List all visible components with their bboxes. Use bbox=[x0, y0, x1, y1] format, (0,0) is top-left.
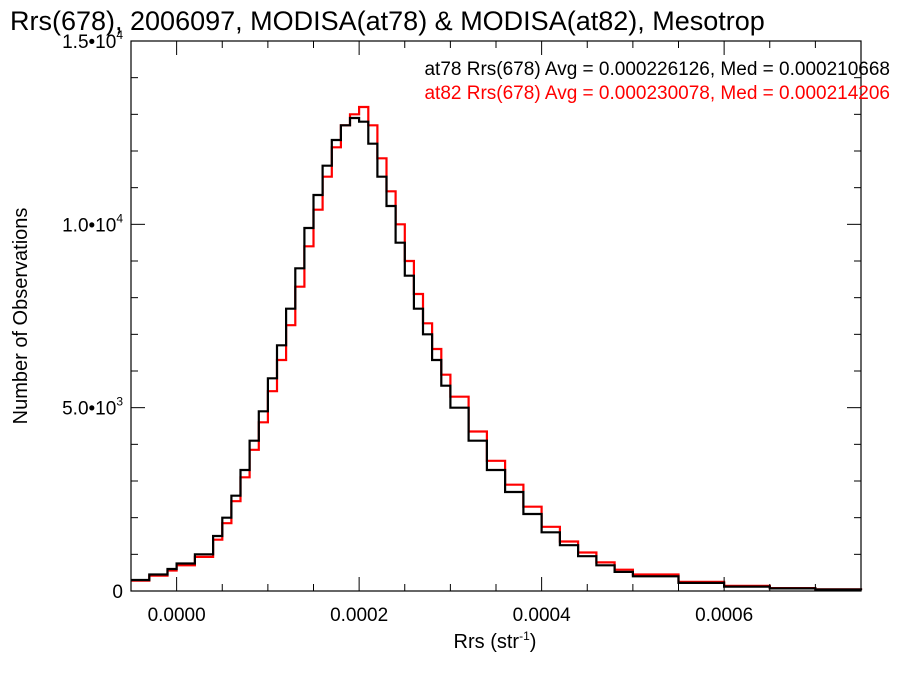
x-tick-label: 0.0002 bbox=[330, 605, 388, 626]
x-axis-label-close: ) bbox=[530, 631, 537, 653]
y-tick-label: 1.0•104 bbox=[62, 211, 123, 236]
x-axis-label-superscript: -1 bbox=[519, 629, 530, 643]
x-tick-label: 0.0006 bbox=[695, 605, 753, 626]
chart-title: Rrs(678), 2006097, MODISA(at78) & MODISA… bbox=[10, 6, 765, 36]
y-tick-label: 1.5•104 bbox=[62, 28, 123, 53]
y-tick-label: 0 bbox=[112, 582, 123, 603]
series-line-at78 bbox=[131, 116, 863, 591]
x-axis-label: Rrs (str-1) bbox=[454, 629, 537, 653]
legend-entry-at78: at78 Rrs(678) Avg = 0.000226126, Med = 0… bbox=[424, 59, 890, 80]
legend-entry-at82: at82 Rrs(678) Avg = 0.000230078, Med = 0… bbox=[424, 83, 890, 104]
x-tick-label: 0.0004 bbox=[513, 605, 572, 626]
y-axis-label: Number of Observations bbox=[10, 208, 32, 425]
x-axis-label-text: Rrs (str bbox=[454, 631, 520, 653]
x-tick-label: 0.0000 bbox=[148, 605, 206, 626]
y-tick-label: 5.0•103 bbox=[62, 395, 123, 420]
